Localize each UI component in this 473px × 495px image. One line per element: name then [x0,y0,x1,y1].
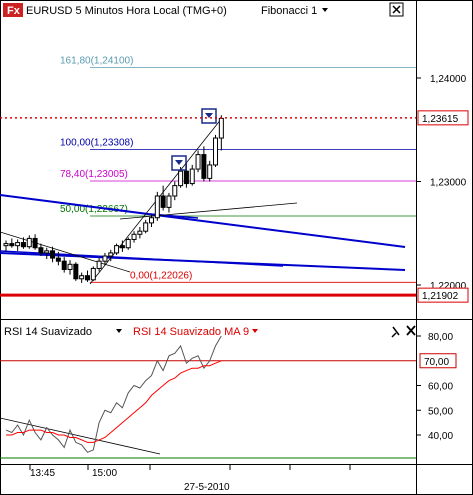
candle [172,181,178,201]
candle [114,243,120,255]
candle [9,238,15,248]
rsi-ma-dropdown-icon[interactable] [252,329,258,333]
black-trendline-3 [119,202,298,220]
candle [108,249,114,262]
rsi-tick-label: 60,00 [428,382,453,393]
candle [102,252,108,266]
rsi-level-label: 70,00 [424,357,449,368]
candle [189,164,195,186]
fib-level-label: 0,00(1,22026) [130,270,192,281]
rsi-series-line [6,360,222,443]
rsi-trendline [0,417,161,455]
fractal-markers [171,108,217,171]
rsi-dropdown-icon[interactable] [116,329,122,333]
candle [15,239,21,251]
candle [96,258,102,272]
price-level-box [417,287,469,303]
fib-level-label: 50,00(1,22667) [60,204,128,215]
rsi-label: RSI 14 Suavizado [4,326,92,338]
indicator-name: Fibonacci 1 [261,5,317,17]
fib-level-label: 100,00(1,23308) [60,138,133,149]
rsi-series [5,335,222,453]
candle [90,266,96,281]
candle [20,237,26,249]
price-tick-label: 1,24000 [430,74,467,85]
time-tick-label: 15:00 [92,468,117,479]
indicator-dropdown-icon[interactable] [322,8,328,12]
candle [119,240,125,252]
rsi-pin-icon[interactable] [391,326,400,338]
candle [73,262,79,281]
rsi-tick-label: 80,00 [428,332,453,343]
rsi-series-line [5,335,222,453]
candle [137,227,143,239]
rsi-close-icon[interactable] [406,325,416,336]
black-trendline-1 [0,231,131,273]
rsi-level-box [419,353,457,369]
rsi-tick-label: 40,00 [428,431,453,442]
candle [61,257,67,273]
fx-logo [3,3,23,17]
price-tick-label: 1,22000 [430,281,467,292]
fractal-marker-1 [171,155,187,171]
candle [50,246,56,263]
candle [195,150,201,173]
candle [44,247,50,260]
candle [143,219,149,234]
candle [160,185,166,211]
time-axis: 13:45 15:00 [29,465,351,479]
candle [125,237,131,250]
candlesticks [3,115,224,283]
candle [207,160,213,182]
candle [131,231,137,243]
rsi-tick-label: 50,00 [428,406,453,417]
price-y-axis: 1,24000 1,23000 1,22000 [416,74,467,292]
candle [166,192,172,213]
candle [213,134,219,168]
blue-trendline-1 [0,194,406,248]
candle [26,235,32,249]
fractal-marker-2 [201,108,217,124]
chart-title: EURUSD 5 Minutos Hora Local (TMG+0) [26,5,227,17]
candle [201,146,207,182]
candle [154,191,160,221]
price-level-label: 1,23615 [422,114,459,125]
price-level-label: 1,21902 [422,291,459,302]
candle [149,214,154,228]
price-close-icon[interactable] [389,2,404,17]
rsi-y-axis: 80,00 60,00 50,00 40,00 [416,332,453,442]
candle [84,270,90,282]
candle [67,260,73,275]
date-label: 27-5-2010 [184,482,230,493]
price-labels: 1,23615 1,21902 [0,110,469,303]
fx-logo-text: Fx [7,5,21,17]
candle [55,251,61,266]
time-tick-label: 13:45 [30,468,55,479]
fib-level-label: 78,40(1,23005) [60,169,128,180]
price-level-box [417,110,469,126]
rsi-level-70: 70,00 [0,353,457,369]
rsi-ma-label: RSI 14 Suavizado MA 9 [133,326,249,338]
candle [38,243,44,257]
price-tick-label: 1,23000 [430,178,467,189]
candle [3,240,9,252]
candle [32,234,38,250]
candle [79,272,85,283]
fib-level-label: 161,80(1,24100) [60,56,133,67]
